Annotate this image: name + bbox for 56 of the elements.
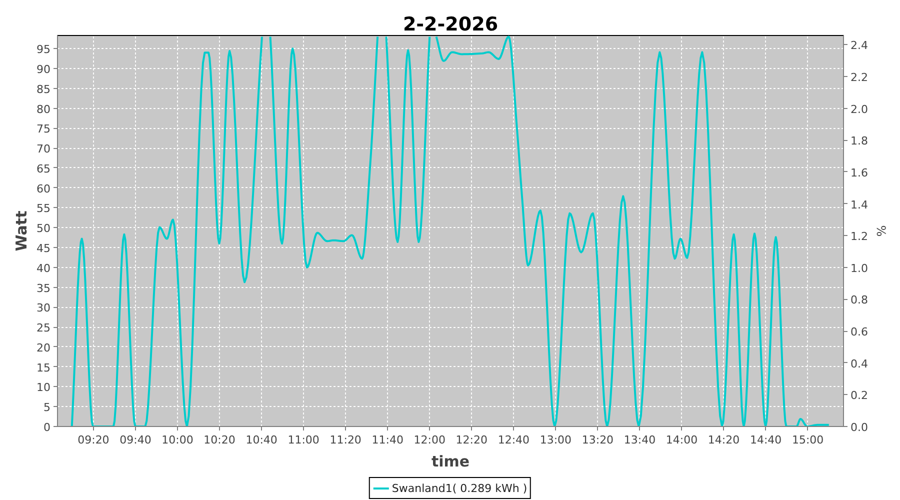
y2-axis-title: % (874, 225, 888, 237)
y2-tick-label: 1.0 (850, 262, 868, 275)
x-tick-label: 14:40 (750, 434, 782, 446)
y2-tick-label: 2.2 (850, 70, 868, 84)
y2-tick-label: 0.6 (850, 326, 868, 339)
y-tick-label: 50 (36, 222, 51, 236)
y-tick-label: 55 (36, 202, 51, 216)
chart-title: 2-2-2026 (402, 14, 498, 36)
x-tick-label: 11:20 (330, 434, 362, 446)
x-tick-label: 10:40 (246, 434, 278, 446)
y-tick-label: 90 (36, 63, 51, 76)
legend-label: Swanland1( 0.289 kWh ) (392, 481, 528, 495)
y-tick-label: 10 (36, 381, 51, 394)
x-tick-label: 10:00 (162, 434, 194, 446)
y2-tick-label: 0.8 (850, 294, 868, 307)
x-tick-label: 14:00 (666, 434, 698, 446)
y-tick-label: 15 (36, 361, 51, 374)
y2-tick-label: 0.4 (850, 357, 868, 370)
y-axis-title: Watt (12, 210, 31, 252)
y-tick-label: 20 (36, 341, 51, 354)
x-tick-label: 10:20 (204, 434, 236, 446)
x-axis-title: time (431, 452, 470, 470)
x-tick-label: 14:20 (708, 434, 740, 446)
x-tick-label: 15:00 (792, 434, 824, 446)
y2-tick-label: 2.0 (850, 102, 868, 116)
y-tick-label: 75 (36, 122, 51, 136)
y-tick-label: 80 (36, 102, 51, 116)
y-tick-label: 70 (36, 142, 51, 156)
x-tick-label: 12:40 (498, 434, 530, 446)
y-tick-label: 85 (36, 82, 51, 96)
y-tick-label: 0 (44, 421, 50, 434)
x-tick-label: 09:40 (120, 434, 152, 446)
y-tick-label: 60 (36, 182, 51, 196)
x-tick-label: 09:20 (78, 434, 110, 446)
x-tick-label: 11:40 (372, 434, 404, 446)
y-tick-label: 5 (44, 401, 50, 414)
x-tick-label: 13:00 (540, 434, 572, 446)
x-tick-label: 13:40 (624, 434, 656, 446)
x-tick-label: 13:20 (582, 434, 614, 446)
y2-tick-label: 1.4 (850, 198, 868, 212)
y2-tick-label: 2.4 (850, 39, 868, 52)
x-tick-label: 12:00 (414, 434, 446, 446)
y-tick-label: 25 (36, 322, 51, 335)
y2-tick-label: 0.0 (850, 421, 868, 434)
y-tick-label: 40 (36, 262, 51, 275)
y2-tick-label: 1.2 (850, 230, 868, 244)
y2-tick-label: 1.6 (850, 166, 868, 180)
x-tick-label: 11:00 (288, 434, 320, 446)
y-tick-label: 35 (36, 282, 51, 295)
y-tick-label: 95 (36, 43, 51, 56)
y2-tick-label: 0.2 (850, 389, 868, 402)
x-tick-label: 12:20 (456, 434, 488, 446)
y-tick-label: 65 (36, 162, 51, 176)
y-tick-label: 30 (36, 302, 51, 315)
y2-tick-label: 1.8 (850, 134, 868, 148)
y-tick-label: 45 (36, 242, 51, 256)
